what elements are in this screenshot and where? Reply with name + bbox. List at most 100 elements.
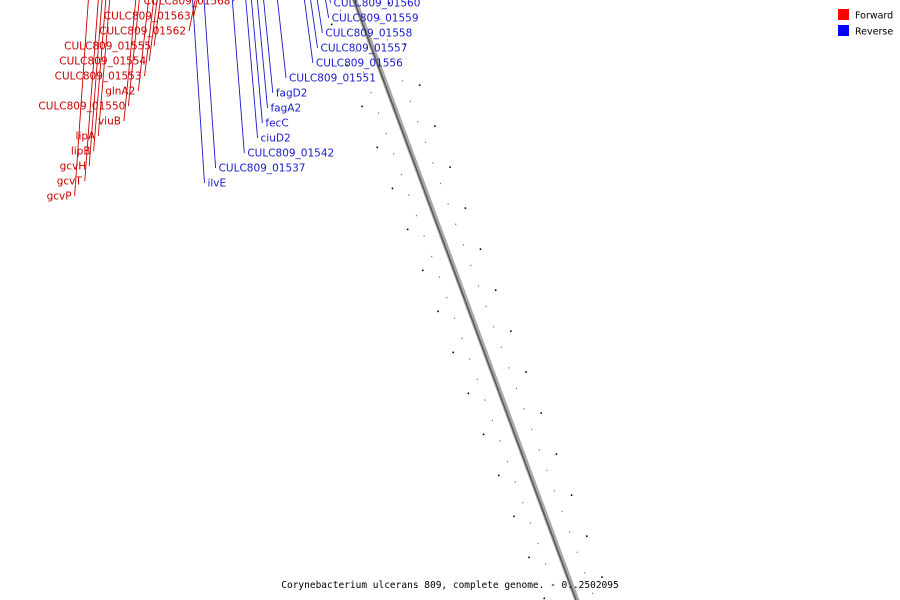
label-connector-culc809-01551 [277, 0, 287, 78]
reverse-slot-guide [523, 407, 525, 410]
gene-label-glna2: glnA2 [105, 86, 135, 98]
forward-slot-guide [522, 501, 524, 504]
forward-slot-guide [430, 255, 433, 258]
outer-guide [376, 146, 379, 149]
label-connector-ciud2 [245, 0, 258, 138]
reverse-slot-guide [553, 489, 556, 492]
outer-guide [509, 330, 512, 333]
forward-slot-guide [339, 9, 342, 12]
reverse-slot-guide [584, 571, 586, 574]
forward-slot-guide [537, 542, 539, 545]
forward-slot-guide [446, 296, 448, 299]
reverse-slot-guide [591, 592, 594, 595]
gene-label-faga2: fagA2 [270, 102, 301, 114]
gene-label-culc809-01560: CULC809_01560 [334, 0, 421, 9]
reverse-slot-guide [477, 284, 480, 287]
map-caption: Corynebacterium ulcerans 809, complete g… [281, 580, 618, 591]
outer-guide [585, 535, 588, 538]
outer-guide [543, 597, 546, 600]
outer-guide [467, 392, 470, 395]
label-connector-gcvt [84, 0, 99, 182]
gene-label-gcvh: gcvH [60, 161, 87, 173]
label-connector-culc809-01542 [231, 0, 245, 153]
outer-guide [512, 515, 515, 518]
outer-guide [555, 453, 558, 456]
gene-labels: rnrgalK2CULC809_01569CULC809_01568CULC80… [38, 0, 421, 203]
forward-slot-guide [461, 337, 463, 340]
label-connector-gcvp [74, 0, 89, 197]
gene-label-ciud2: ciuD2 [261, 132, 291, 144]
outer-guide [391, 187, 394, 190]
gene-label-viub: viuB [98, 116, 121, 128]
legend-reverse-label: Reverse [855, 27, 893, 38]
reverse-slot-guide [500, 346, 503, 349]
reverse-slot-guide [394, 59, 396, 62]
reverse-slot-guide [530, 428, 533, 431]
forward-slot-guide [544, 563, 547, 565]
gene-label-culc809-01568: CULC809_01568 [144, 0, 231, 8]
outer-guide [497, 474, 500, 477]
forward-slot-guide [392, 153, 395, 155]
legend-forward-label: Forward [855, 11, 893, 22]
reverse-slot-guide [538, 448, 540, 451]
outer-guide [482, 433, 485, 436]
legend: Forward Reverse [838, 9, 893, 38]
forward-slot-guide [453, 317, 456, 319]
outer-guide [540, 412, 543, 415]
outer-guide [345, 64, 348, 67]
gene-label-culc809-01558: CULC809_01558 [325, 27, 412, 39]
forward-slot-guide [362, 71, 365, 73]
forward-slot-guide [529, 522, 532, 524]
label-connector-lipb [93, 0, 107, 152]
outer-guide [525, 371, 528, 374]
gene-label-culc809-01537: CULC809_01537 [219, 162, 306, 174]
outer-guide [570, 494, 573, 497]
forward-slot-guide [484, 399, 486, 401]
gene-label-culc809-01562: CULC809_01562 [99, 26, 186, 38]
label-connector-fecc [250, 0, 263, 123]
gene-label-culc809-01542: CULC809_01542 [247, 147, 334, 159]
outer-guide [361, 105, 364, 108]
reverse-slot-guide [515, 387, 518, 390]
forward-slot-guide [476, 378, 479, 381]
forward-slot-guide [506, 460, 509, 463]
label-connector-glna2 [137, 0, 149, 92]
forward-slot-guide [415, 214, 418, 217]
forward-slot-guide [400, 173, 403, 176]
outer-guide [452, 351, 455, 354]
label-connector-fagd2 [263, 0, 274, 93]
outer-guide [479, 248, 482, 251]
reverse-slot-guide [447, 202, 449, 205]
backbone-line [353, 0, 577, 600]
outer-guide [433, 125, 436, 128]
reverse-slot-guide [508, 366, 510, 369]
gene-label-culc809-01559: CULC809_01559 [332, 12, 419, 24]
label-connector-faga2 [256, 0, 268, 108]
label-connector-lipa [97, 0, 111, 137]
label-connector-culc809-01537 [203, 0, 217, 168]
reverse-slot-guide [409, 100, 411, 103]
gene-label-fagd2: fagD2 [276, 87, 308, 99]
forward-slot-guide [491, 419, 494, 422]
backbone-shadow [351, 0, 580, 600]
reverse-slot-guide [546, 469, 548, 472]
reverse-slot-guide [401, 79, 404, 82]
forward-slot-guide [499, 440, 501, 442]
label-connector-ilve [192, 0, 205, 183]
gene-label-gcvt: gcvT [57, 176, 83, 188]
outer-guide [437, 310, 440, 313]
outer-guide [464, 207, 467, 210]
reverse-slot-guide [432, 161, 434, 164]
outer-guide [494, 289, 497, 292]
reverse-slot-guide [424, 141, 427, 144]
label-connector-gcvh [88, 0, 103, 167]
outer-guide [421, 269, 424, 272]
label-connector-viub [123, 0, 137, 122]
outer-guide [330, 23, 333, 26]
label-connector-culc809-01559 [325, 0, 330, 19]
forward-slot-guide [370, 91, 372, 94]
reverse-slot-guide [470, 264, 472, 267]
reverse-slot-guide [462, 243, 465, 246]
reverse-slot-guide [439, 182, 442, 185]
